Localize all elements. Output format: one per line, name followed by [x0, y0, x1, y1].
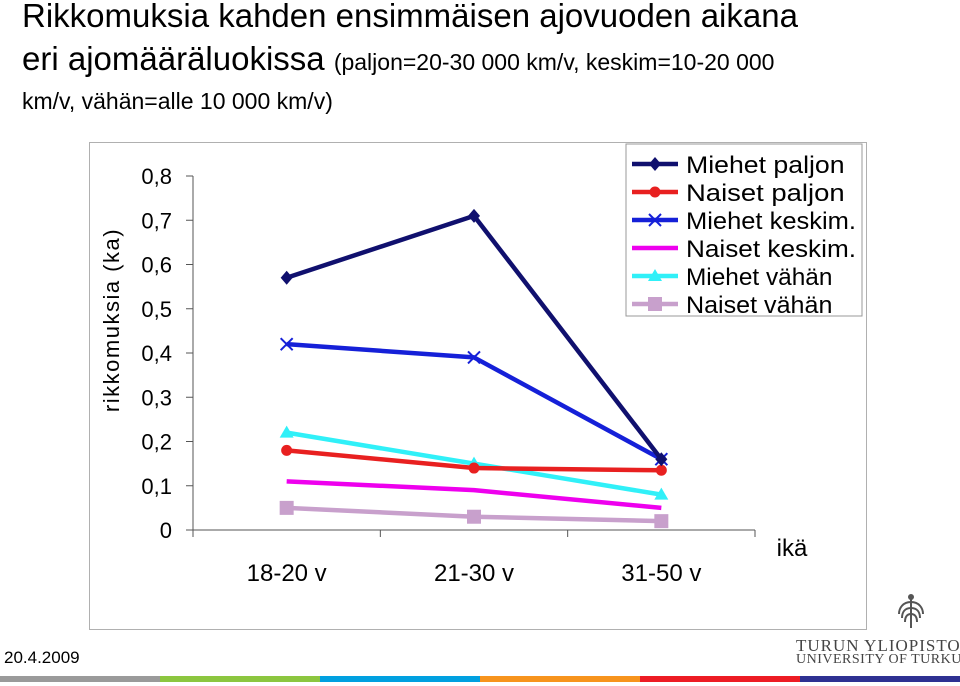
- stripe-segment: [640, 676, 800, 682]
- logo-text-finnish: TURUN YLIOPISTO: [796, 636, 960, 655]
- university-emblem-icon: [898, 594, 924, 628]
- data-point-miehet-paljon: [655, 452, 668, 467]
- data-point-miehet-vähän: [279, 425, 294, 438]
- legend-marker-miehet-vähän: [648, 269, 662, 281]
- legend-marker-naiset-vähän: [648, 297, 662, 311]
- data-point-naiset-vähän: [654, 514, 669, 529]
- data-point-naiset-vähän: [467, 509, 481, 524]
- legend-label-naiset-vähän: Naiset vähän: [686, 292, 832, 319]
- data-point-miehet-paljon: [468, 208, 480, 223]
- stripe-segment: [160, 676, 320, 682]
- legend-label-naiset-keskim: Naiset keskim.: [686, 236, 856, 263]
- y-tick-label: 0: [160, 518, 172, 543]
- y-tick-label: 0,6: [141, 253, 172, 278]
- legend-label-naiset-paljon: Naiset paljon: [686, 180, 845, 207]
- data-point-naiset-paljon: [655, 464, 667, 476]
- series-line-naiset-keskim: [286, 479, 662, 511]
- y-tick-label: 0,4: [141, 341, 172, 366]
- series-line-miehet-paljon: [285, 213, 664, 461]
- data-point-miehet-keskim: [467, 350, 481, 365]
- chart-frame: [89, 142, 867, 630]
- y-tick-label: 0,7: [141, 208, 172, 233]
- data-point-miehet-keskim: [279, 337, 294, 351]
- university-logo: TURUN YLIOPISTO UNIVERSITY OF TURKU: [790, 592, 960, 672]
- y-tick-label: 0,1: [141, 474, 172, 499]
- logo-text-english: UNIVERSITY OF TURKU: [796, 652, 960, 667]
- legend-label-miehet-paljon: Miehet paljon: [686, 152, 845, 179]
- legend-label-miehet-keskim: Miehet keskim.: [686, 208, 856, 235]
- legend-marker-miehet-keskim: [648, 213, 662, 227]
- legend-box: [625, 143, 863, 317]
- x-tick-label: 21-30 v: [434, 560, 514, 587]
- stripe-segment: [800, 676, 960, 682]
- y-tick-label: 0,2: [141, 430, 172, 455]
- stripe-segment: [480, 676, 640, 682]
- legend-label-miehet-vähän: Miehet vähän: [686, 264, 832, 291]
- y-tick-label: 0,5: [141, 297, 172, 322]
- data-point-naiset-vähän: [279, 500, 294, 515]
- title-line-1: Rikkomuksia kahden ensimmäisen ajovuoden…: [22, 0, 798, 34]
- stripe-segment: [320, 676, 480, 682]
- data-point-naiset-paljon: [468, 462, 480, 474]
- data-point-miehet-paljon: [280, 270, 293, 285]
- legend-marker-naiset-paljon: [649, 186, 661, 198]
- slide-date: 20.4.2009: [4, 648, 80, 667]
- x-tick-label: 18-20 v: [247, 560, 327, 587]
- data-point-naiset-paljon: [281, 444, 293, 456]
- color-stripe: [0, 672, 960, 686]
- data-point-miehet-vähän: [654, 487, 669, 500]
- slide-title: Rikkomuksia kahden ensimmäisen ajovuoden…: [22, 0, 952, 84]
- legend-marker-miehet-paljon: [649, 157, 661, 171]
- x-tick-label: 31-50 v: [621, 560, 701, 587]
- y-tick-label: 0,3: [141, 385, 172, 410]
- title-note-continued: km/v, vähän=alle 10 000 km/v): [22, 88, 333, 114]
- y-tick-label: 0,8: [141, 164, 172, 189]
- title-note: (paljon=20-30 000 km/v, keskim=10-20 000: [333, 49, 775, 75]
- stripe-segment: [0, 676, 160, 682]
- x-axis-label: ikä: [777, 535, 808, 562]
- title-line-2: eri ajomääräluokissa: [22, 40, 334, 77]
